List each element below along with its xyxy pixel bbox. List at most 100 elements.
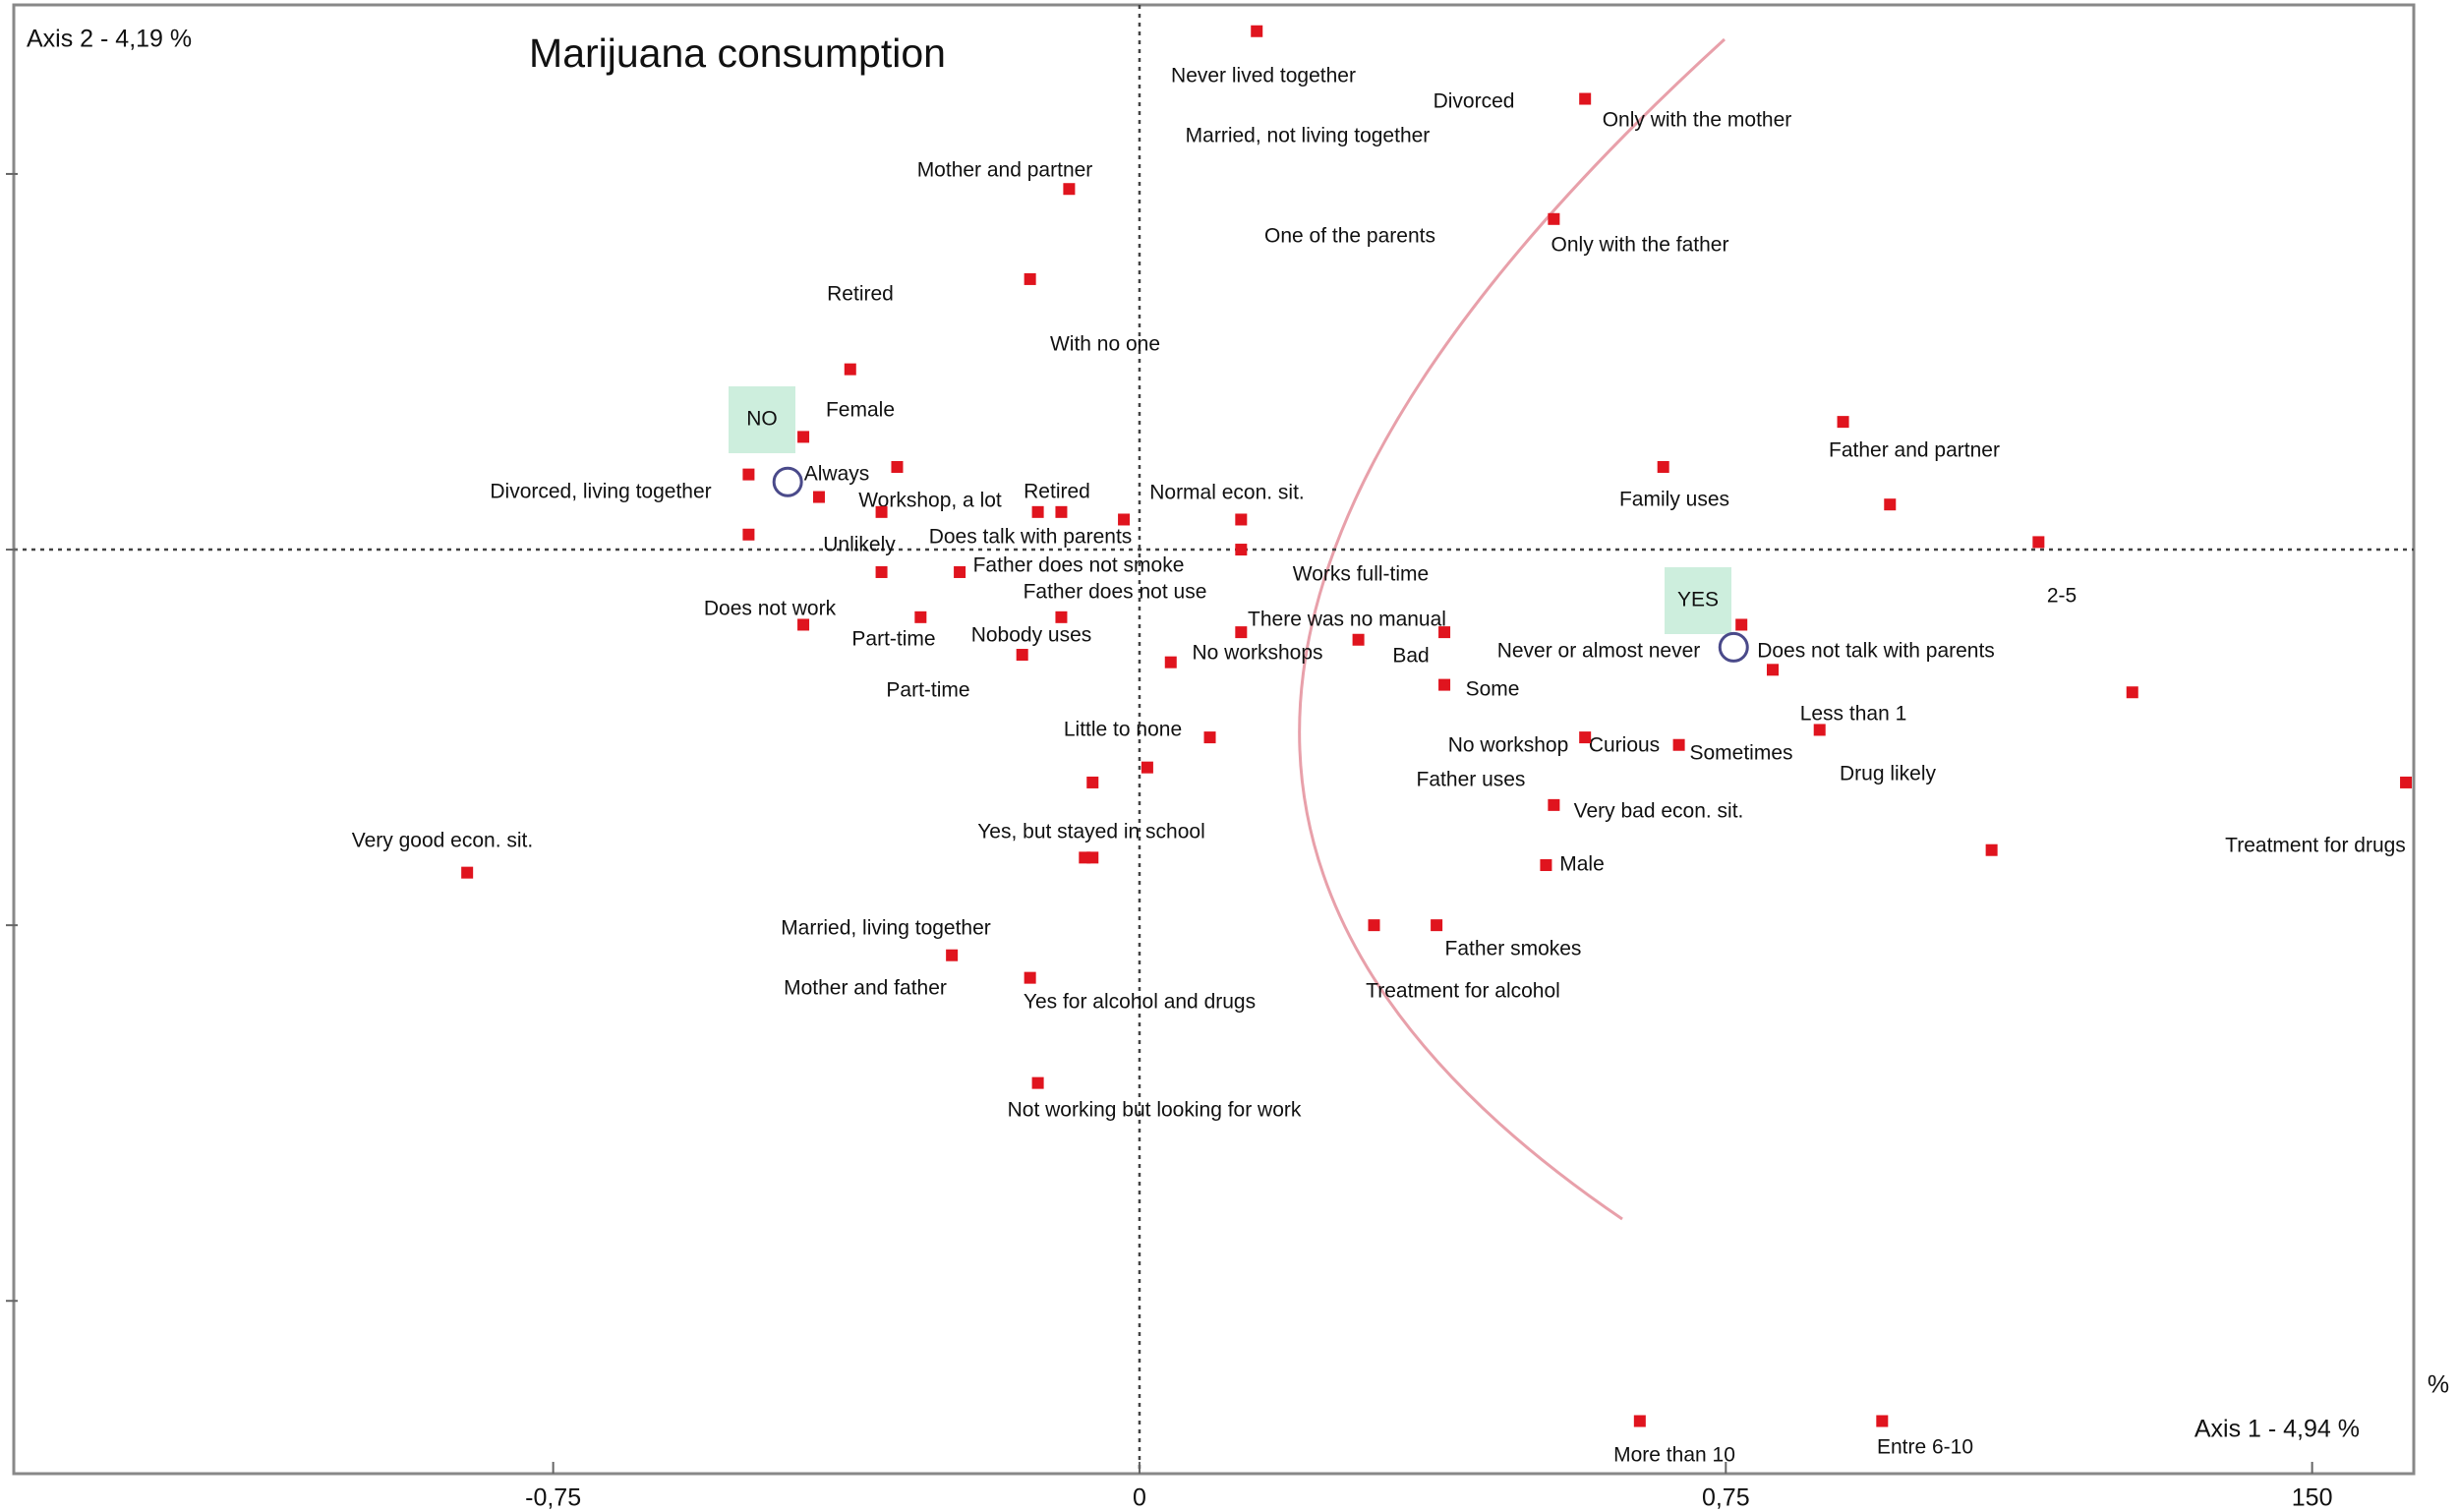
point (1438, 626, 1451, 639)
point-label: No workshops (1192, 642, 1322, 665)
point-label: Father does not use (1024, 581, 1207, 604)
point-label: Treatment for drugs (2225, 835, 2406, 857)
point-label: Mother and partner (917, 159, 1093, 182)
point (946, 949, 959, 961)
point-label: Yes for alcohol and drugs (1024, 991, 1256, 1014)
point (461, 866, 474, 879)
chart-title: Marijuana consumption (529, 30, 946, 76)
point (1672, 738, 1685, 751)
point-label: Does not talk with parents (1757, 640, 1995, 663)
point (1118, 513, 1131, 526)
point (2126, 686, 2138, 699)
point (1024, 971, 1036, 984)
y-axis-label: Axis 2 - 4,19 % (27, 26, 192, 53)
point-label: Father smokes (1445, 938, 1582, 960)
point-label: Retired (1024, 481, 1090, 503)
point-label: NO (746, 408, 778, 431)
point-label: Little to none (1064, 719, 1182, 741)
point-label: Father does not smoke (973, 554, 1185, 577)
point-label: Some (1466, 678, 1520, 701)
point (742, 528, 755, 541)
point (1235, 513, 1248, 526)
point (1141, 761, 1153, 774)
point (1837, 416, 1849, 429)
point (2032, 536, 2045, 549)
point-label: Sometimes (1689, 742, 1792, 765)
point (1579, 731, 1592, 744)
point-label: With no one (1050, 333, 1160, 356)
point-label: Very good econ. sit. (352, 830, 533, 852)
group-box (729, 386, 795, 453)
point-label: Divorced, living together (490, 481, 711, 503)
point (1251, 25, 1263, 37)
point-label: More than 10 (1613, 1444, 1735, 1467)
group-box (1665, 567, 1731, 634)
point (1235, 544, 1248, 556)
point-label: Treatment for alcohol (1366, 980, 1560, 1003)
point (1031, 505, 1044, 518)
point-label: Family uses (1619, 489, 1729, 511)
point (797, 431, 810, 443)
point (1579, 92, 1592, 105)
point-label: Entre 6-10 (1877, 1436, 1973, 1459)
point-label: Part-time (886, 679, 969, 702)
point (1024, 272, 1036, 285)
point-label: Drug likely (1840, 763, 1937, 785)
point (1735, 618, 1748, 631)
x-axis-label: Axis 1 - 4,94 % (2195, 1416, 2360, 1443)
point-label: Married, not living together (1186, 125, 1431, 147)
x-tick-label: 0,75 (1702, 1484, 1750, 1512)
point (1031, 1076, 1044, 1089)
point-label: Normal econ. sit. (1149, 482, 1305, 504)
point (2400, 776, 2413, 788)
point (1548, 798, 1560, 811)
point-label: There was no manual (1248, 609, 1446, 631)
group-center (1718, 631, 1749, 663)
point (875, 565, 888, 578)
point-label: Mother and father (784, 977, 947, 1000)
point-label: YES (1677, 589, 1719, 611)
point-label: No workshop (1448, 734, 1569, 757)
point-label: Divorced (1434, 90, 1515, 113)
point-label: 2-5 (2047, 585, 2077, 608)
x-tick-label: 150 (2292, 1484, 2333, 1512)
x-tick-label: 0 (1133, 1484, 1146, 1512)
point-label: Less than 1 (1800, 703, 1907, 726)
point-label: Not working but looking for work (1008, 1099, 1302, 1122)
point-label: Very bad econ. sit. (1574, 800, 1744, 823)
point (1431, 919, 1443, 932)
point (1063, 183, 1076, 196)
point-label: Does talk with parents (929, 526, 1133, 549)
point-label: Male (1559, 853, 1605, 876)
point (1985, 843, 1998, 856)
point-label: Father and partner (1829, 439, 2000, 462)
point (1813, 724, 1826, 736)
point (1633, 1415, 1646, 1427)
point-label: Unlikely (823, 534, 896, 556)
point-label: One of the parents (1264, 225, 1435, 248)
point (1767, 664, 1780, 676)
point-label: Works full-time (1293, 563, 1429, 586)
point-label: Never lived together (1171, 65, 1356, 87)
point (875, 505, 888, 518)
x-tick-label: -0,75 (525, 1484, 581, 1512)
point (797, 618, 810, 631)
point (1438, 678, 1451, 691)
point-label: Never or almost never (1497, 640, 1701, 663)
point (1164, 656, 1177, 669)
point-label: Female (826, 399, 895, 422)
point (1540, 859, 1552, 872)
point-label: Bad (1392, 645, 1429, 668)
point (1086, 851, 1099, 864)
point-label: Yes, but stayed in school (977, 821, 1205, 843)
point (914, 611, 927, 623)
point (1235, 626, 1248, 639)
point (1055, 505, 1068, 518)
point (891, 460, 904, 473)
plot-frame (12, 3, 2416, 1476)
point (1657, 460, 1669, 473)
point (1086, 776, 1099, 788)
point-label: Does not work (704, 598, 837, 620)
point-label: Retired (827, 283, 894, 306)
